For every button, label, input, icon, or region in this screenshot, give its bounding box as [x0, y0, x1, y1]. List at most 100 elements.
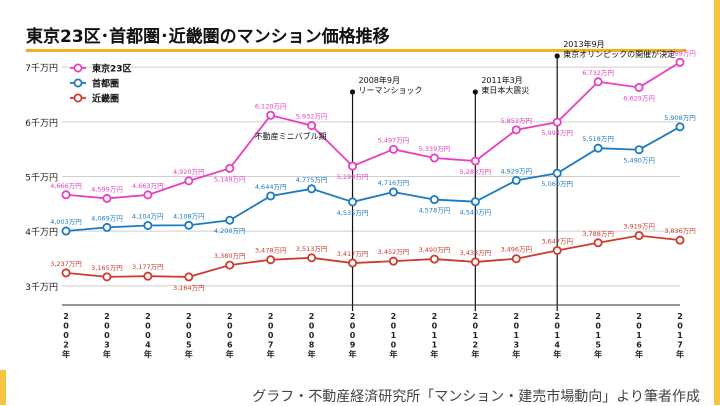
- data-point: [470, 197, 480, 207]
- event-annotation: 東京オリンピックの開催が決定: [563, 49, 675, 59]
- data-label: 7,089万円: [664, 49, 696, 57]
- data-point: [102, 222, 112, 232]
- data-point: [307, 121, 317, 131]
- event-annotation: 2008年9月: [359, 75, 400, 85]
- event-dot: [349, 89, 356, 95]
- data-label: 3,836万円: [664, 227, 696, 235]
- data-point: [307, 184, 317, 194]
- data-point: [266, 191, 276, 201]
- data-point: [143, 271, 153, 281]
- data-label: 4,929万円: [500, 167, 532, 175]
- data-point: [102, 193, 112, 203]
- data-label: 4,003万円: [50, 218, 82, 226]
- data-label: 4,200万円: [214, 227, 246, 235]
- data-label: 6,732万円: [582, 69, 614, 77]
- data-point: [675, 122, 685, 132]
- data-label: 4,775万円: [296, 176, 328, 184]
- data-point: [61, 226, 71, 236]
- data-label: 3,647万円: [541, 237, 573, 245]
- data-point: [225, 163, 235, 173]
- period-annotation: 不動産ミニバブル期: [255, 131, 327, 141]
- data-label: 4,663万円: [132, 182, 164, 190]
- data-point: [143, 190, 153, 200]
- data-point: [634, 231, 644, 241]
- y-tick-label: 4千万円: [25, 227, 58, 238]
- data-point: [429, 153, 439, 163]
- decor-border-right: [714, 0, 720, 405]
- event-dot: [554, 53, 560, 59]
- event-dot: [472, 89, 478, 95]
- data-point: [61, 190, 71, 200]
- data-label: 4,104万円: [132, 212, 164, 220]
- data-label: 3,417万円: [337, 250, 369, 258]
- data-label: 5,994万円: [541, 129, 573, 137]
- data-point: [429, 195, 439, 205]
- event-annotation: 2011年3月: [481, 75, 522, 85]
- data-point: [184, 220, 194, 230]
- data-label: 4,666万円: [50, 182, 82, 190]
- data-point: [61, 268, 71, 278]
- data-point: [593, 77, 603, 87]
- axes: 3千万円 4千万円 5千万円 6千万円 7千万円 2 0 0 2 年 2 0 0 3 年 2 0 0 4 年 2 0 0 5 年…: [25, 63, 684, 359]
- data-label: 3,478万円: [255, 247, 287, 255]
- data-label: 4,644万円: [255, 183, 287, 191]
- data-label: 5,853万円: [500, 117, 532, 125]
- data-label: 4,540万円: [460, 209, 492, 217]
- event-annotation: 2013年9月: [563, 39, 604, 49]
- data-point: [266, 255, 276, 265]
- data-labels: 4,666万円 4,599万円 4,663万円 4,920万円 5,149万円 6,120…: [50, 49, 696, 292]
- data-label: 3,438万円: [460, 249, 492, 257]
- data-label: 4,069万円: [91, 214, 123, 222]
- data-point: [307, 253, 317, 263]
- data-point: [552, 245, 562, 255]
- data-point: [675, 235, 685, 245]
- data-label: 6,629万円: [623, 94, 655, 102]
- legend-marker: [73, 63, 83, 73]
- data-point: [184, 272, 194, 282]
- event-annotation: リーマンショック: [359, 86, 423, 95]
- data-point: [593, 143, 603, 153]
- data-label: 3,490万円: [419, 246, 451, 254]
- data-label: 3,165万円: [91, 264, 123, 272]
- data-label: 5,190万円: [337, 173, 369, 181]
- data-label: 5,149万円: [214, 175, 246, 183]
- y-tick-label: 5千万円: [25, 173, 58, 184]
- data-label: 3,788万円: [582, 230, 614, 238]
- data-label: 5,932万円: [296, 113, 328, 121]
- data-point: [348, 197, 358, 207]
- data-point: [143, 220, 153, 230]
- event-annotation: 東日本大震災: [481, 85, 529, 95]
- data-point: [388, 144, 398, 154]
- legend-label: 近畿圏: [92, 93, 119, 105]
- data-label: 5,908万円: [664, 114, 696, 122]
- data-label: 4,535万円: [337, 209, 369, 217]
- data-label: 3,452万円: [378, 248, 410, 256]
- data-label: 5,283万円: [460, 168, 492, 176]
- data-label: 4,920万円: [173, 168, 205, 176]
- data-point: [184, 176, 194, 186]
- y-tick-label: 7千万円: [25, 63, 58, 74]
- series-lines: [61, 57, 685, 282]
- data-label: 3,164万円: [173, 284, 205, 292]
- data-label: 4,716万円: [378, 179, 410, 187]
- decor-border-left: [0, 370, 6, 405]
- data-point: [511, 175, 521, 185]
- chart-title: 東京23区･首都圏･近畿圏のマンション価格推移: [26, 22, 686, 52]
- data-point: [634, 82, 644, 92]
- data-point: [511, 125, 521, 135]
- data-point: [470, 156, 480, 166]
- data-label: 6,120万円: [255, 102, 287, 110]
- data-label: 3,177万円: [132, 263, 164, 271]
